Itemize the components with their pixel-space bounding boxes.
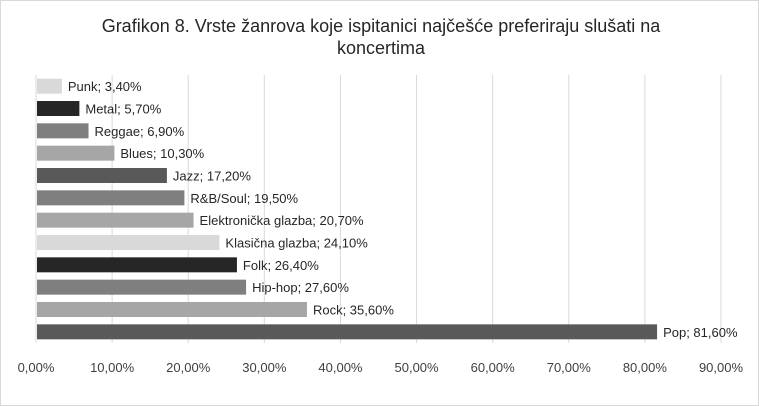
bar	[37, 78, 62, 94]
data-label: R&B/Soul; 19,50%	[190, 191, 298, 206]
bar	[37, 235, 220, 250]
x-tick-label: 60,00%	[471, 360, 516, 375]
data-label: Hip-hop; 27,60%	[252, 280, 349, 295]
bar	[37, 101, 80, 116]
data-label: Pop; 81,60%	[663, 325, 738, 340]
bar	[37, 168, 167, 183]
bar	[37, 123, 89, 139]
data-label: Reggae; 6,90%	[95, 124, 185, 139]
x-tick-label: 90,00%	[699, 360, 744, 375]
data-label: Blues; 10,30%	[120, 146, 204, 161]
data-label: Elektronička glazba; 20,70%	[200, 213, 364, 228]
data-label: Rock; 35,60%	[313, 303, 394, 318]
x-tick-label: 40,00%	[318, 360, 363, 375]
data-label: Klasična glazba; 24,10%	[225, 236, 368, 251]
data-label: Metal; 5,70%	[85, 102, 161, 117]
x-tick-label: 0,00%	[18, 360, 55, 375]
bar	[37, 257, 237, 273]
bar	[37, 145, 115, 161]
bar	[37, 324, 658, 340]
bar	[37, 212, 194, 228]
x-tick-label: 30,00%	[242, 360, 287, 375]
bar	[37, 190, 185, 206]
x-tick-label: 10,00%	[90, 360, 135, 375]
x-tick-label: 50,00%	[395, 360, 440, 375]
data-label: Punk; 3,40%	[68, 79, 142, 94]
data-label: Jazz; 17,20%	[173, 169, 251, 184]
x-tick-label: 80,00%	[623, 360, 668, 375]
bar	[37, 279, 247, 295]
bar	[37, 302, 307, 317]
chart-title: Grafikon 8. Vrste žanrova koje ispitanic…	[101, 16, 661, 58]
data-label: Folk; 26,40%	[243, 258, 319, 273]
x-tick-label: 20,00%	[166, 360, 211, 375]
x-tick-label: 70,00%	[547, 360, 592, 375]
